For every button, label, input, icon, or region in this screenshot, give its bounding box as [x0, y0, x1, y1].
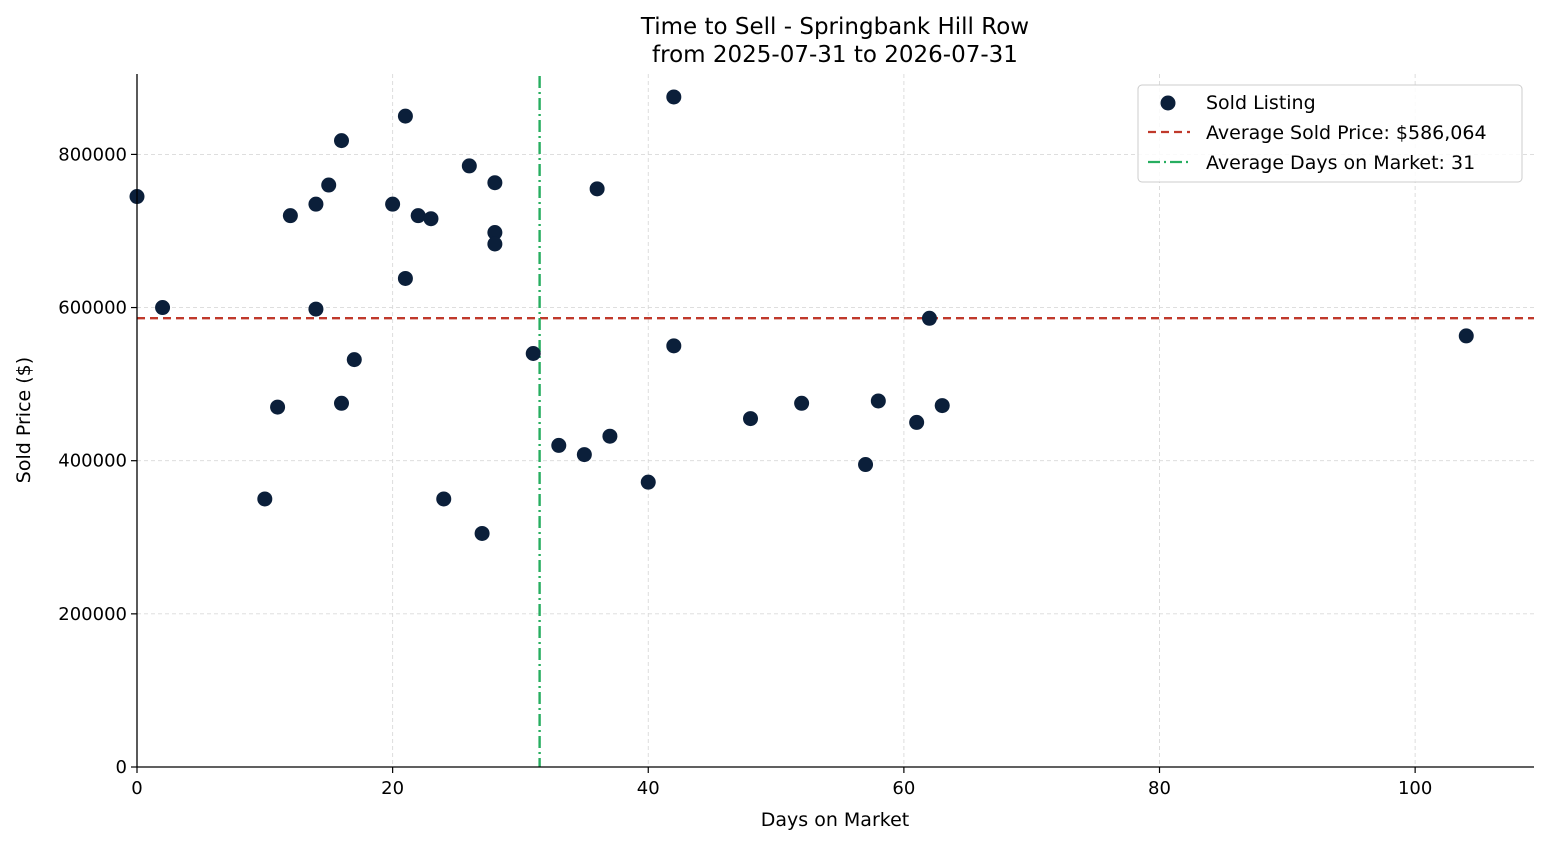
- data-point: [334, 395, 350, 411]
- data-point: [308, 301, 324, 317]
- x-ticks: 0 20 40 60 80 100: [131, 767, 1432, 799]
- data-point: [666, 338, 682, 354]
- data-point: [487, 175, 503, 191]
- data-point: [934, 398, 950, 414]
- data-point: [589, 181, 605, 197]
- x-axis-label: Days on Market: [761, 809, 909, 831]
- y-tick-label: 800000: [58, 144, 127, 165]
- data-point: [474, 525, 490, 541]
- y-tick-label: 0: [116, 757, 127, 778]
- data-point: [870, 393, 886, 409]
- data-point: [334, 133, 350, 149]
- data-point: [794, 395, 810, 411]
- y-tick-label: 600000: [58, 298, 127, 319]
- x-tick-label: 100: [1398, 778, 1432, 799]
- data-points: [129, 89, 1474, 541]
- y-ticks: 0 200000 400000 600000 800000: [58, 144, 137, 778]
- y-tick-label: 400000: [58, 451, 127, 472]
- data-point: [270, 399, 286, 415]
- x-tick-label: 60: [892, 778, 915, 799]
- legend-label-sold-listing: Sold Listing: [1206, 92, 1316, 114]
- data-point: [436, 491, 452, 507]
- data-point: [410, 208, 426, 224]
- data-point: [385, 196, 401, 212]
- data-point: [921, 310, 937, 326]
- data-point: [640, 474, 656, 490]
- data-point: [858, 457, 874, 473]
- grid-lines: [137, 74, 1534, 767]
- data-point: [397, 270, 413, 286]
- data-point: [487, 236, 503, 252]
- legend-label-avg-price: Average Sold Price: $586,064: [1206, 122, 1487, 144]
- data-point: [487, 225, 503, 241]
- legend: Sold Listing Average Sold Price: $586,06…: [1137, 84, 1523, 183]
- data-point: [423, 211, 439, 227]
- y-tick-label: 200000: [58, 604, 127, 625]
- legend-box: [1137, 84, 1523, 183]
- x-tick-label: 0: [131, 778, 142, 799]
- chart-title: Time to Sell - Springbank Hill Row: [640, 14, 1029, 40]
- data-point: [602, 428, 618, 444]
- data-point: [257, 491, 273, 507]
- chart-subtitle: from 2025-07-31 to 2026-07-31: [652, 42, 1018, 68]
- data-point: [397, 108, 413, 124]
- data-point: [551, 437, 567, 453]
- data-point: [346, 352, 362, 368]
- legend-marker-sold-listing: [1160, 95, 1176, 111]
- y-axis-label: Sold Price ($): [13, 357, 35, 483]
- data-point: [155, 300, 171, 316]
- x-tick-label: 20: [381, 778, 404, 799]
- data-point: [1458, 328, 1474, 344]
- data-point: [525, 345, 541, 361]
- x-tick-label: 80: [1148, 778, 1171, 799]
- data-point: [576, 447, 592, 463]
- data-point: [743, 411, 759, 427]
- legend-label-avg-days: Average Days on Market: 31: [1206, 152, 1475, 174]
- reference-lines: [137, 76, 1534, 767]
- x-tick-label: 40: [637, 778, 660, 799]
- data-point: [909, 414, 925, 430]
- data-point: [321, 177, 337, 193]
- data-point: [308, 196, 324, 212]
- data-point: [282, 208, 298, 224]
- data-point: [461, 158, 477, 174]
- data-point: [666, 89, 682, 105]
